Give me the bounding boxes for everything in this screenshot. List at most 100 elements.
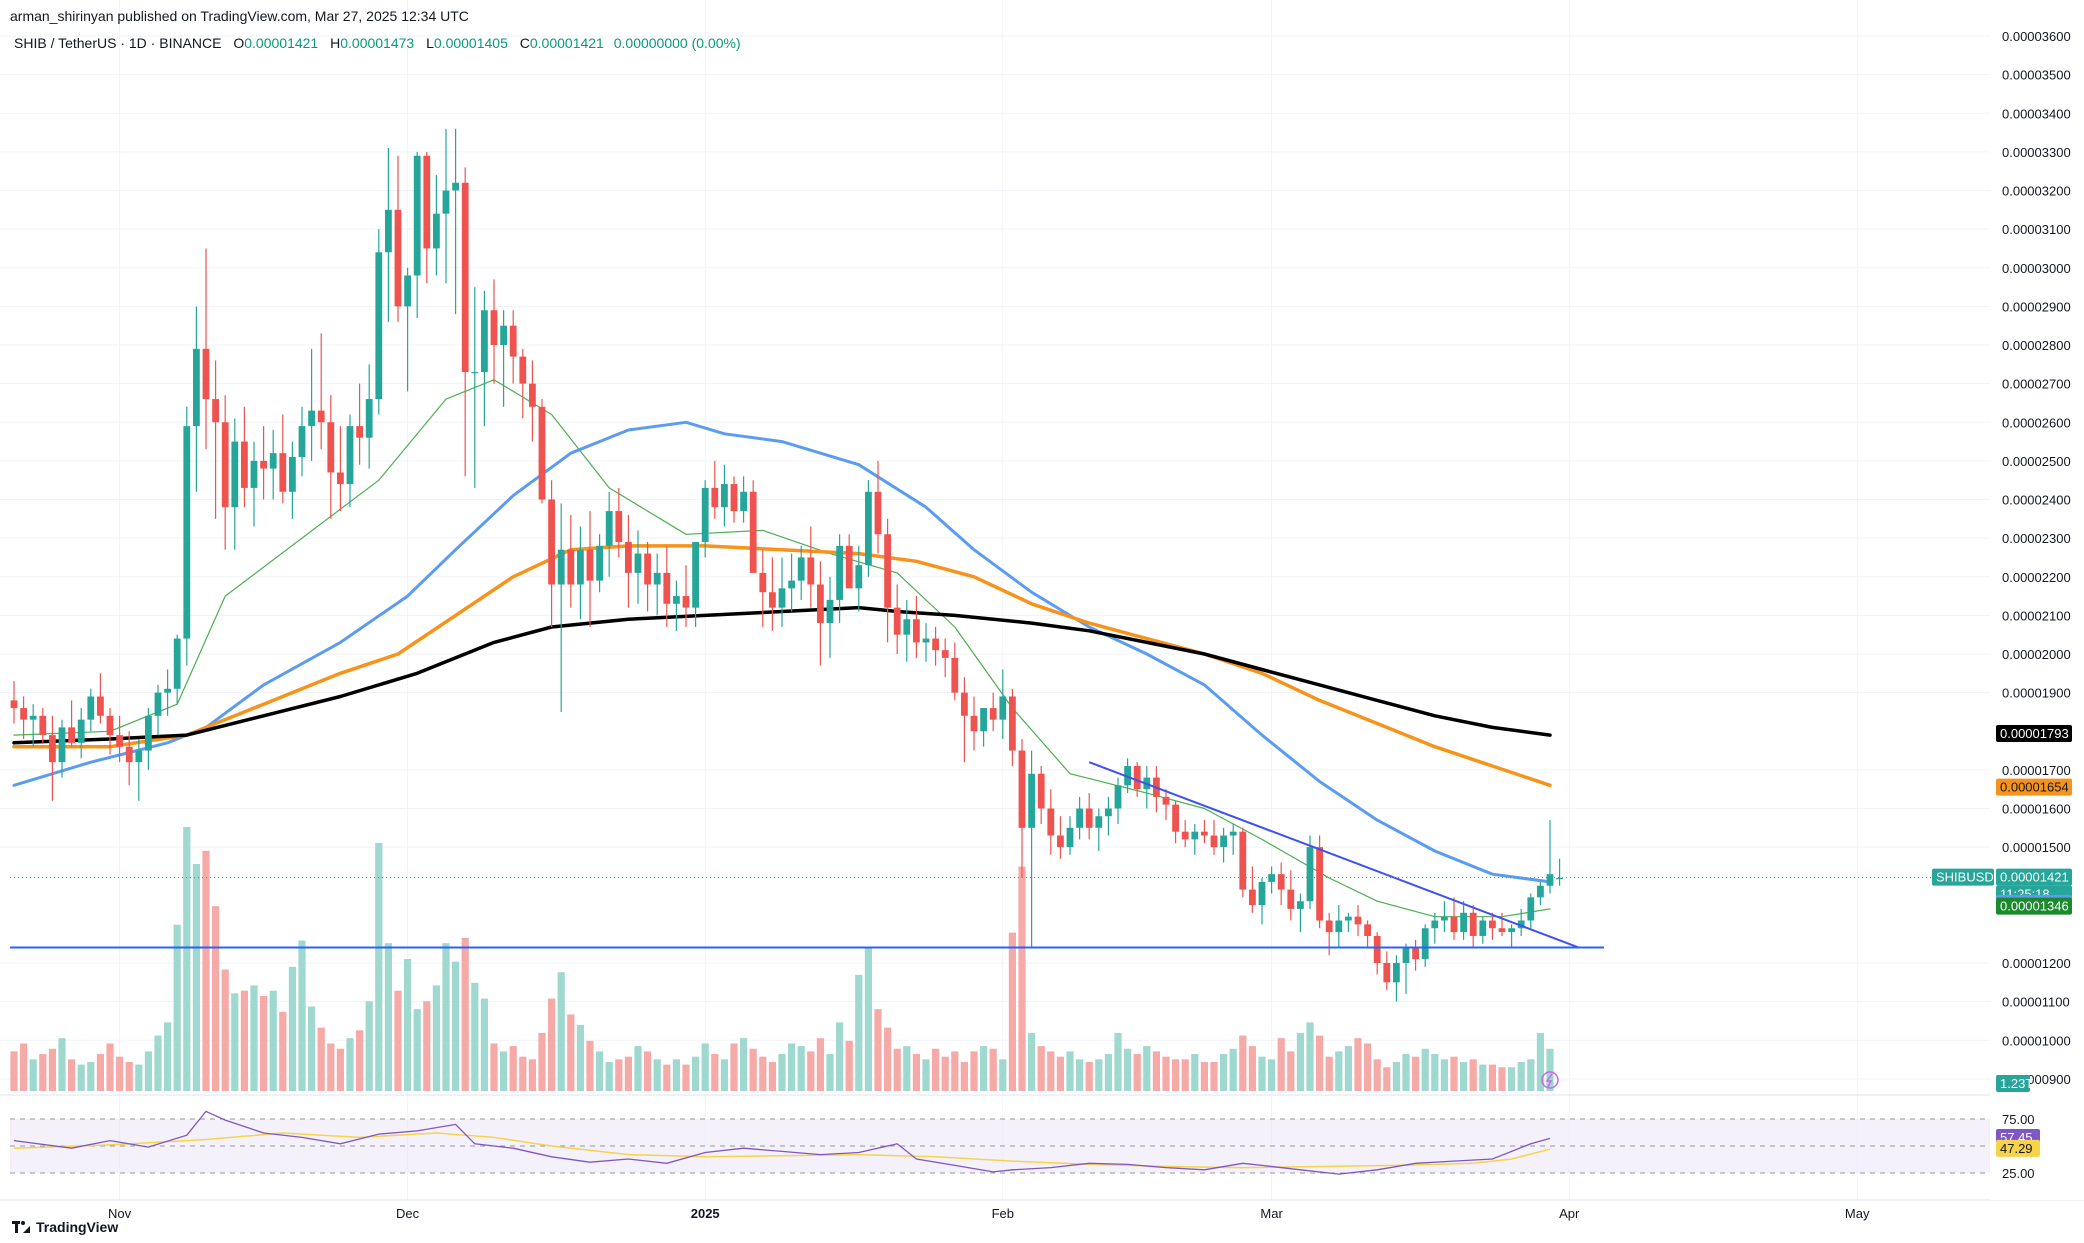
candle[interactable] (1229, 823, 1237, 855)
candle[interactable] (644, 541, 651, 612)
candle[interactable] (749, 480, 757, 573)
candle[interactable] (29, 704, 37, 747)
candle[interactable] (1431, 912, 1439, 944)
price-axis[interactable]: 0.00003600 0.00003500 0.00003400 0.00003300… (1990, 0, 2084, 1200)
candle[interactable] (788, 553, 795, 612)
candle[interactable] (615, 487, 623, 558)
candle[interactable] (509, 310, 517, 384)
candle[interactable] (701, 480, 709, 558)
candle[interactable] (836, 534, 843, 624)
candle[interactable] (922, 623, 930, 662)
candle[interactable] (1393, 955, 1400, 1002)
candle[interactable] (1450, 897, 1458, 940)
candle[interactable] (778, 557, 786, 627)
candle[interactable] (481, 290, 488, 427)
candle[interactable] (1306, 835, 1314, 909)
candle[interactable] (173, 634, 181, 705)
candle[interactable] (164, 669, 171, 716)
candle[interactable] (673, 580, 680, 631)
candle[interactable] (1421, 924, 1429, 967)
candle[interactable] (1249, 866, 1256, 913)
candle[interactable] (1201, 820, 1208, 844)
candle[interactable] (260, 426, 267, 500)
candle[interactable] (826, 576, 834, 658)
candle[interactable] (577, 526, 584, 620)
candle[interactable] (452, 128, 459, 315)
candle[interactable] (605, 491, 613, 577)
candle[interactable] (989, 692, 997, 732)
candle[interactable] (1057, 816, 1064, 859)
candle[interactable] (1479, 916, 1487, 944)
candle[interactable] (1162, 789, 1170, 821)
candle[interactable] (1402, 943, 1410, 994)
candle[interactable] (721, 464, 728, 527)
candle[interactable] (1556, 858, 1563, 886)
candle[interactable] (865, 480, 872, 577)
candle[interactable] (365, 364, 373, 469)
candle[interactable] (740, 476, 747, 523)
candle[interactable] (490, 279, 498, 384)
candle[interactable] (1105, 796, 1112, 836)
candle[interactable] (663, 545, 671, 627)
candle[interactable] (884, 518, 891, 643)
candle[interactable] (1316, 835, 1323, 929)
descending-trendline[interactable] (1088, 761, 1580, 949)
candle[interactable] (980, 708, 987, 747)
candle[interactable] (1018, 738, 1026, 879)
candle[interactable] (567, 514, 575, 608)
candle[interactable] (442, 128, 450, 284)
candle[interactable] (471, 287, 479, 488)
candle[interactable] (317, 333, 325, 450)
candle[interactable] (625, 514, 632, 608)
candle[interactable] (529, 360, 536, 442)
candle[interactable] (346, 414, 354, 508)
candle[interactable] (20, 696, 27, 739)
candle[interactable] (874, 460, 882, 554)
candle[interactable] (1537, 881, 1544, 906)
candle[interactable] (797, 545, 805, 600)
candle[interactable] (1460, 901, 1467, 940)
candle[interactable] (10, 681, 18, 724)
alert-flash-icon[interactable] (1541, 1071, 1559, 1089)
candle[interactable] (279, 414, 287, 504)
candle[interactable] (39, 708, 47, 743)
candle[interactable] (183, 406, 191, 666)
candle[interactable] (394, 155, 402, 322)
candle[interactable] (423, 151, 431, 284)
candle[interactable] (903, 599, 911, 662)
candle[interactable] (634, 530, 642, 604)
candle[interactable] (807, 526, 815, 608)
candle[interactable] (1191, 823, 1199, 855)
candle[interactable] (1009, 688, 1016, 767)
candle[interactable] (1181, 820, 1189, 848)
candle[interactable] (1210, 820, 1218, 855)
candle[interactable] (1095, 808, 1103, 851)
candle[interactable] (941, 638, 949, 678)
candle[interactable] (97, 673, 104, 724)
candlesticks[interactable] (10, 128, 1563, 1002)
candle[interactable] (221, 395, 229, 550)
candle[interactable] (1028, 750, 1035, 948)
candle[interactable] (327, 395, 335, 519)
candle[interactable] (1047, 789, 1055, 855)
candle[interactable] (308, 348, 315, 461)
candle[interactable] (58, 719, 66, 778)
candle[interactable] (1335, 905, 1343, 948)
tradingview-logo[interactable]: TradingView (12, 1219, 118, 1235)
candle[interactable] (500, 310, 507, 407)
candle[interactable] (49, 715, 56, 801)
candle[interactable] (116, 715, 123, 763)
candle[interactable] (1345, 912, 1352, 933)
candle[interactable] (298, 406, 306, 477)
candle[interactable] (1441, 901, 1448, 933)
candle[interactable] (433, 175, 440, 276)
candle[interactable] (769, 557, 776, 631)
candle[interactable] (1383, 951, 1391, 991)
candle[interactable] (692, 541, 699, 627)
candle[interactable] (1239, 827, 1247, 898)
candle[interactable] (461, 167, 469, 477)
candle[interactable] (241, 406, 248, 508)
candle[interactable] (193, 306, 200, 492)
candle[interactable] (1076, 796, 1083, 840)
